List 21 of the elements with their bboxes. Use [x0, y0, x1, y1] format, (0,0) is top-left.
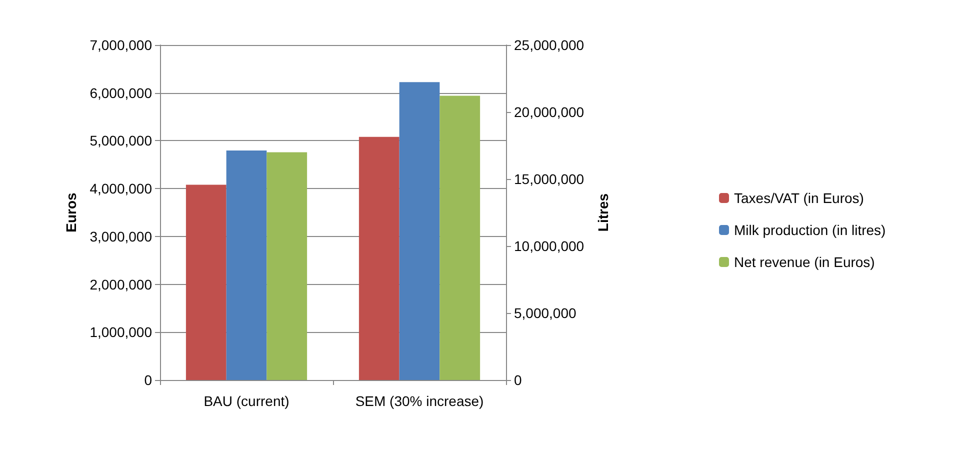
- y-tick-label: 4,000,000: [90, 180, 152, 197]
- y-tick-label: 7,000,000: [90, 37, 152, 53]
- y-tick-label: 3,000,000: [90, 228, 152, 244]
- y-tick-label: 6,000,000: [90, 84, 152, 101]
- y2-tick-label: 5,000,000: [514, 305, 576, 321]
- legend-label: Taxes/VAT (in Euros): [734, 190, 864, 206]
- y2-tick-label: 0: [514, 372, 522, 388]
- x-tick-label: SEM (30% increase): [355, 393, 484, 409]
- legend-label: Milk production (in litres): [734, 222, 886, 238]
- y2-tick-label: 15,000,000: [514, 171, 584, 187]
- y-tick-label: 5,000,000: [90, 132, 152, 149]
- y2-axis-title: Litres: [595, 193, 611, 232]
- y2-tick-label: 25,000,000: [514, 37, 584, 53]
- y2-tick-label: 10,000,000: [514, 238, 584, 254]
- y-tick-label: 0: [144, 372, 152, 388]
- y-axis-title: Euros: [63, 192, 79, 232]
- legend-label: Net revenue (in Euros): [734, 254, 875, 270]
- x-tick-label: BAU (current): [204, 393, 290, 409]
- y2-tick-label: 20,000,000: [514, 104, 584, 120]
- y-tick-label: 1,000,000: [90, 324, 152, 340]
- y-tick-label: 2,000,000: [90, 276, 152, 292]
